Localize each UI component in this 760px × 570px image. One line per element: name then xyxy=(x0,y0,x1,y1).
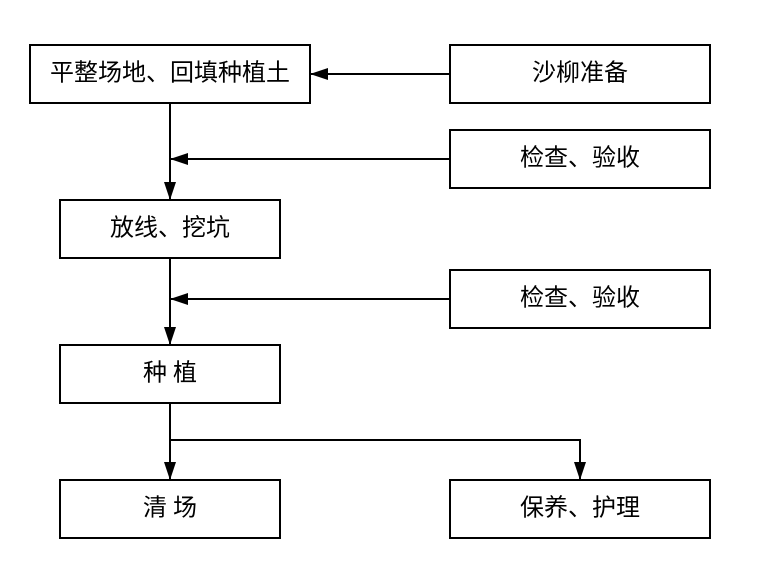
node-label-n3: 检查、验收 xyxy=(520,145,640,172)
arrowhead-e1 xyxy=(310,68,328,80)
node-n6: 种 植 xyxy=(60,345,280,403)
node-label-n5: 检查、验收 xyxy=(520,285,640,312)
arrowhead-e5 xyxy=(170,293,188,305)
node-label-n1: 平整场地、回填种植土 xyxy=(50,60,290,87)
node-label-n7: 清 场 xyxy=(143,495,197,522)
node-n4: 放线、挖坑 xyxy=(60,200,280,258)
arrowhead-e8 xyxy=(574,462,586,480)
node-label-n8: 保养、护理 xyxy=(520,495,640,522)
node-n7: 清 场 xyxy=(60,480,280,538)
node-label-n6: 种 植 xyxy=(143,360,197,387)
node-n3: 检查、验收 xyxy=(450,130,710,188)
node-n1: 平整场地、回填种植土 xyxy=(30,45,310,103)
node-label-n4: 放线、挖坑 xyxy=(110,215,230,242)
node-n5: 检查、验收 xyxy=(450,270,710,328)
node-n2: 沙柳准备 xyxy=(450,45,710,103)
edge-e8 xyxy=(170,440,580,480)
arrowhead-e3 xyxy=(170,153,188,165)
node-label-n2: 沙柳准备 xyxy=(532,60,628,87)
arrowhead-e4 xyxy=(164,327,176,345)
arrowhead-e7 xyxy=(164,462,176,480)
flowchart: 平整场地、回填种植土沙柳准备检查、验收放线、挖坑检查、验收种 植清 场保养、护理 xyxy=(0,0,760,570)
arrowhead-e2 xyxy=(164,182,176,200)
node-n8: 保养、护理 xyxy=(450,480,710,538)
